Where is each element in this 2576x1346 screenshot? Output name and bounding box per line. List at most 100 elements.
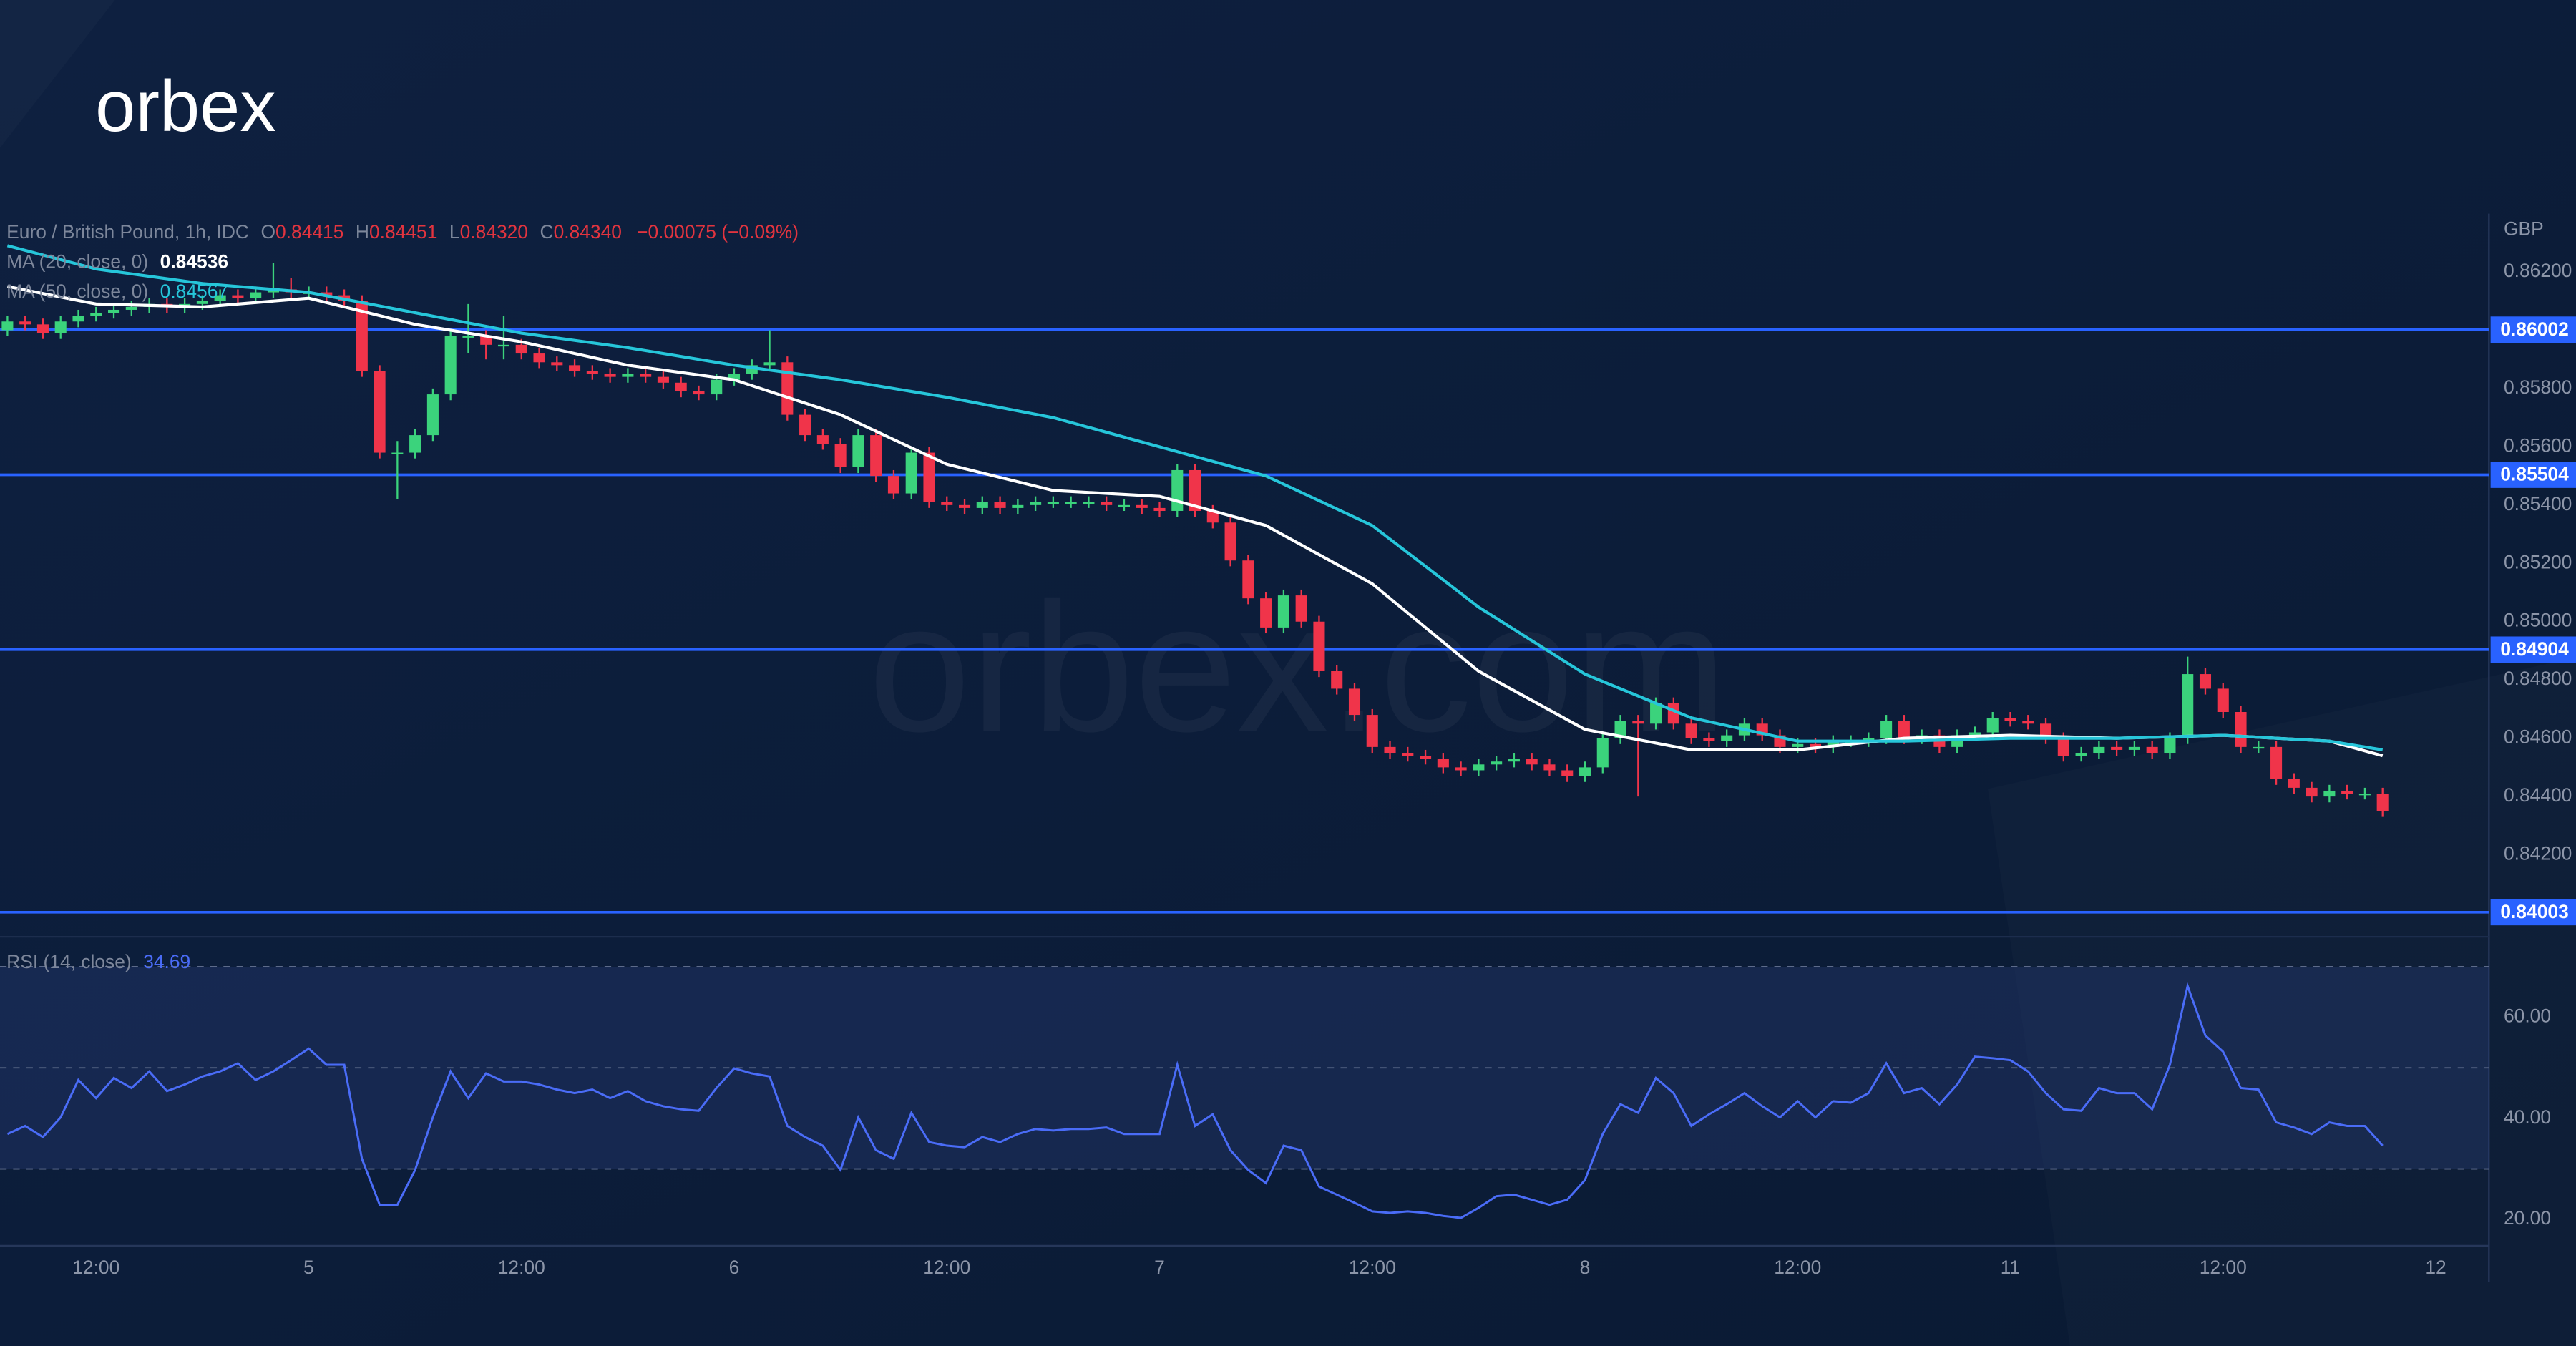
candle-body — [2270, 746, 2283, 779]
quote-value: 0.84415 — [275, 221, 343, 243]
quote-label: L — [449, 221, 460, 243]
candle-body — [356, 301, 368, 371]
candle-body — [90, 313, 102, 316]
candle-body — [1898, 721, 1910, 738]
candle-body — [2199, 674, 2212, 689]
x-tick-label: 12 — [2425, 1257, 2446, 1278]
quote-label: O — [260, 221, 275, 243]
quote-label: H — [356, 221, 369, 243]
ma-legend: MA (50, close, 0) 0.84567 — [6, 281, 228, 302]
candle-body — [409, 435, 421, 453]
candle-body — [1277, 595, 1289, 628]
quote-value: 0.84451 — [369, 221, 437, 243]
quote-value: 0.84340 — [554, 221, 622, 243]
candle-body — [107, 309, 120, 313]
ma-line — [6, 244, 2384, 751]
y-tick-label: 40.00 — [2504, 1106, 2551, 1128]
candle-body — [54, 321, 67, 333]
ma-line — [7, 285, 2384, 758]
candle-body — [2288, 779, 2300, 788]
candle-body — [2235, 712, 2247, 747]
candle-body — [444, 336, 457, 395]
candle-body — [2057, 738, 2069, 756]
x-tick-label: 12:00 — [1349, 1257, 1396, 1278]
candle-body — [781, 362, 794, 415]
candle-body — [1083, 502, 1095, 504]
x-tick-label: 12:00 — [498, 1257, 545, 1278]
candle-body — [1402, 753, 1414, 756]
candle-body — [196, 301, 208, 304]
y-tick-label: 0.84400 — [2504, 784, 2572, 806]
logo: orbex — [95, 67, 276, 147]
y-tick-label: 0.86200 — [2504, 260, 2572, 281]
candle-body — [374, 371, 386, 453]
candle-body — [763, 362, 776, 366]
rsi-line — [6, 982, 2384, 1219]
candle-body — [2306, 787, 2318, 797]
candle-body — [1030, 502, 1042, 505]
x-tick-label: 12:00 — [923, 1257, 970, 1278]
candle-body — [711, 379, 723, 395]
rsi-legend: RSI (14, close) 34.69 — [6, 951, 190, 972]
candle-body — [2075, 753, 2087, 756]
candle-body — [2128, 746, 2140, 750]
candle-body — [2022, 721, 2034, 724]
candle-body — [426, 394, 439, 436]
candle-body — [551, 362, 563, 366]
candle-body — [480, 336, 492, 345]
candle-body — [2182, 674, 2194, 738]
candle-body — [675, 382, 687, 392]
candle-body — [1650, 703, 1662, 724]
candle-body — [19, 321, 31, 325]
candle-body — [640, 374, 652, 377]
candle-body — [1224, 522, 1236, 561]
candle-body — [1968, 732, 1981, 736]
candle-body — [693, 391, 705, 395]
candle-body — [887, 476, 899, 494]
y-tick-label: 0.84600 — [2504, 726, 2572, 748]
x-tick-label: 8 — [1580, 1257, 1591, 1278]
candle-body — [1596, 738, 1609, 768]
legend-label: RSI (14, close) — [6, 951, 132, 972]
candle-body — [1721, 735, 1733, 741]
candle-body — [1012, 504, 1024, 508]
x-tick-label: 11 — [2001, 1257, 2020, 1278]
candle-body — [1348, 688, 1361, 716]
candle-body — [941, 502, 953, 505]
candle-body — [2376, 794, 2389, 811]
candle-body — [515, 344, 527, 354]
candle-body — [1455, 767, 1467, 771]
candle-body — [1331, 670, 1343, 689]
x-tick-label: 5 — [303, 1257, 314, 1278]
candle-body — [72, 316, 84, 322]
candle-body — [1880, 721, 1893, 738]
candle-body — [1153, 507, 1166, 511]
legend-label: MA (20, close, 0) — [6, 250, 148, 272]
candle-body — [1, 321, 14, 331]
candle-body — [1065, 502, 1077, 504]
level-label: 0.85504 — [2500, 464, 2569, 485]
quote-label: C — [540, 221, 554, 243]
candle-body — [1206, 510, 1219, 523]
candle-body — [1827, 741, 1839, 747]
candle-body — [1508, 759, 1520, 762]
candle-body — [1614, 721, 1626, 738]
level-label: 0.84003 — [2500, 901, 2568, 922]
level-tag — [2490, 636, 2576, 663]
candle-body — [497, 344, 510, 347]
candle-body — [799, 414, 811, 436]
x-tick-label: 12:00 — [1774, 1257, 1821, 1278]
candle-body — [1171, 469, 1184, 511]
quote-change: −0.00075 (−0.09%) — [637, 221, 799, 243]
candle-body — [2341, 790, 2353, 794]
y-tick-label: 0.85800 — [2504, 376, 2572, 398]
candle-body — [125, 306, 137, 310]
candle-body — [657, 376, 669, 383]
y-tick-label: 20.00 — [2504, 1207, 2551, 1229]
candle-body — [1313, 621, 1325, 671]
candle-body — [2146, 746, 2158, 754]
